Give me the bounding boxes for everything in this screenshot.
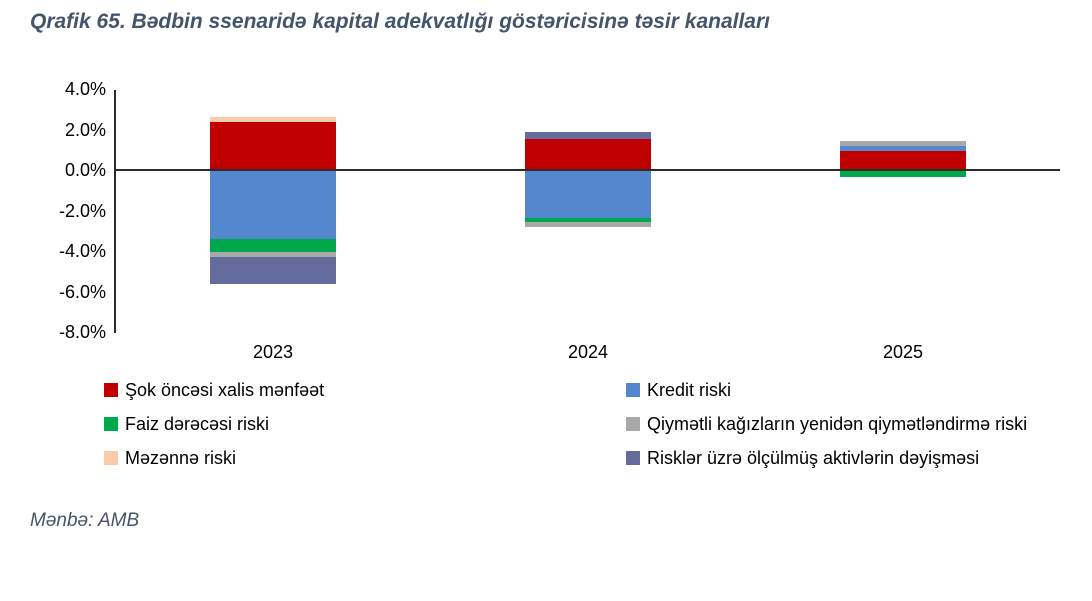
legend-swatch	[104, 417, 118, 431]
legend-item: Məzənnə riski	[104, 447, 237, 468]
y-axis-tick-label: 2.0%	[64, 119, 106, 140]
bar-segment	[525, 138, 651, 170]
bar-segment	[525, 217, 651, 222]
bar-segment	[840, 150, 966, 170]
y-axis-tick-label: -2.0%	[58, 200, 106, 221]
legend-label: Şok öncəsi xalis mənfəət	[125, 379, 325, 400]
bar-segment	[840, 170, 966, 178]
zero-line	[114, 169, 1060, 171]
legend-swatch	[104, 451, 118, 465]
source-note: Mənbə: AMB	[30, 510, 140, 531]
bar-segment	[210, 117, 336, 123]
legend-label: Məzənnə riski	[125, 447, 237, 468]
bar-segment	[525, 131, 651, 139]
bar-segment	[210, 257, 336, 285]
legend-item: Şok öncəsi xalis mənfəət	[104, 379, 325, 400]
bar-segment	[525, 221, 651, 227]
bar-segment	[525, 170, 651, 218]
bar-segment	[210, 122, 336, 170]
legend-label: Risklər üzrə ölçülmüş aktivlərin dəyişmə…	[647, 447, 980, 468]
y-axis-tick-label: 0.0%	[64, 160, 106, 180]
legend-label: Kredit riski	[647, 379, 732, 400]
y-axis-tick-label: -4.0%	[58, 241, 106, 261]
x-axis-category-label: 2023	[252, 342, 294, 362]
legend-item: Risklər üzrə ölçülmüş aktivlərin dəyişmə…	[626, 447, 980, 468]
chart-title: Qrafik 65. Bədbin ssenaridə kapital adek…	[30, 10, 770, 33]
y-axis-tick-label: -8.0%	[58, 322, 106, 342]
legend-label: Faiz dərəcəsi riski	[125, 413, 270, 434]
bar-segment	[210, 238, 336, 252]
y-axis-tick-label: 4.0%	[64, 79, 106, 99]
x-axis-category-label: 2024	[567, 342, 609, 362]
legend-item: Faiz dərəcəsi riski	[104, 413, 270, 434]
legend-swatch	[626, 383, 640, 397]
legend-swatch	[626, 451, 640, 465]
bar-segment	[210, 170, 336, 239]
y-axis-tick-label: -6.0%	[58, 281, 106, 302]
bar-segment	[840, 140, 966, 146]
legend-swatch	[104, 383, 118, 397]
legend-item: Qiymətli kağızların yenidən qiymətləndir…	[626, 413, 1028, 434]
bar-segment	[210, 252, 336, 258]
x-axis-category-label: 2025	[882, 342, 924, 362]
legend-label: Qiymətli kağızların yenidən qiymətləndir…	[647, 413, 1028, 434]
bar-segment	[840, 145, 966, 151]
legend-item: Kredit riski	[626, 379, 732, 400]
legend-swatch	[626, 417, 640, 431]
y-axis-line	[114, 90, 116, 333]
